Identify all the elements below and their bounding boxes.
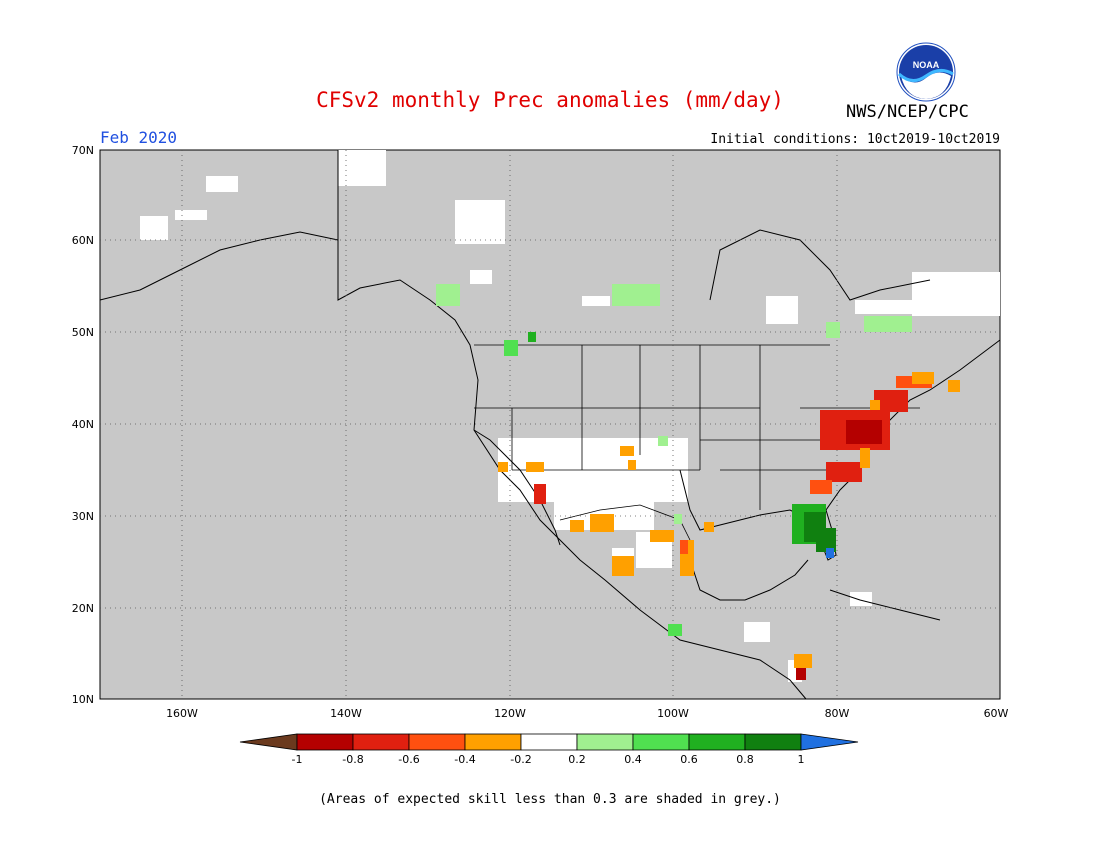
- colorbar-swatch: [296, 733, 354, 751]
- noaa-logo: NOAA: [896, 42, 956, 102]
- colorbar-high-arrow: [800, 733, 859, 751]
- longitude-labels: 160W 140W 120W 100W 80W 60W: [166, 707, 1008, 720]
- colorbar-tick-label: 0.4: [624, 753, 642, 766]
- dry-anomaly-areas: [498, 372, 960, 680]
- svg-text:NOAA: NOAA: [913, 60, 940, 70]
- lon-label: 160W: [166, 707, 198, 720]
- colorbar-tick-label: -0.4: [454, 753, 475, 766]
- lat-label: 20N: [72, 602, 94, 615]
- colorbar-swatch: [408, 733, 466, 751]
- initial-conditions-label: Initial conditions: 10ct2019-10ct2019: [710, 132, 1000, 147]
- agency-label: NWS/NCEP/CPC: [846, 102, 969, 122]
- colorbar-tick-label: -0.6: [398, 753, 419, 766]
- lon-label: 140W: [330, 707, 362, 720]
- colorbar-tick-label: 0.6: [680, 753, 698, 766]
- colorbar-low-arrow: [239, 733, 298, 751]
- colorbar-swatch: [464, 733, 522, 751]
- map-title: CFSv2 monthly Prec anomalies (mm/day): [316, 88, 784, 112]
- colorbar-swatch: [744, 733, 802, 751]
- lat-label: 70N: [72, 144, 94, 157]
- lat-label: 60N: [72, 234, 94, 247]
- lat-label: 10N: [72, 693, 94, 706]
- colorbar-tick-label: 0.2: [568, 753, 586, 766]
- colorbar-swatch: [632, 733, 690, 751]
- colorbar-tick-label: -0.8: [342, 753, 363, 766]
- colorbar-swatch: [352, 733, 410, 751]
- colorbar-swatch: [520, 733, 578, 751]
- colorbar-tick-label: -1: [292, 753, 303, 766]
- wet-anomaly-areas: [436, 284, 912, 636]
- colorbar-tick-label: -0.2: [510, 753, 531, 766]
- latitude-labels: 70N 60N 50N 40N 30N 20N 10N: [72, 144, 94, 706]
- coastline: [99, 150, 1001, 700]
- forecast-month-label: Feb 2020: [100, 128, 178, 147]
- lon-label: 80W: [825, 707, 850, 720]
- lon-label: 100W: [657, 707, 689, 720]
- lat-label: 40N: [72, 418, 94, 431]
- skill-footnote: (Areas of expected skill less than 0.3 a…: [319, 792, 781, 807]
- lat-label: 50N: [72, 326, 94, 339]
- colorbar-swatch: [576, 733, 634, 751]
- colorbar-tick-label: 1: [798, 753, 805, 766]
- lon-label: 120W: [494, 707, 526, 720]
- lat-label: 30N: [72, 510, 94, 523]
- colorbar-swatch: [688, 733, 746, 751]
- colorbar-tick-labels: -1 -0.8 -0.6 -0.4 -0.2 0.2 0.4 0.6 0.8 1: [292, 753, 805, 766]
- colorbar-tick-label: 0.8: [736, 753, 754, 766]
- lon-label: 60W: [984, 707, 1009, 720]
- colorbar: [239, 733, 859, 751]
